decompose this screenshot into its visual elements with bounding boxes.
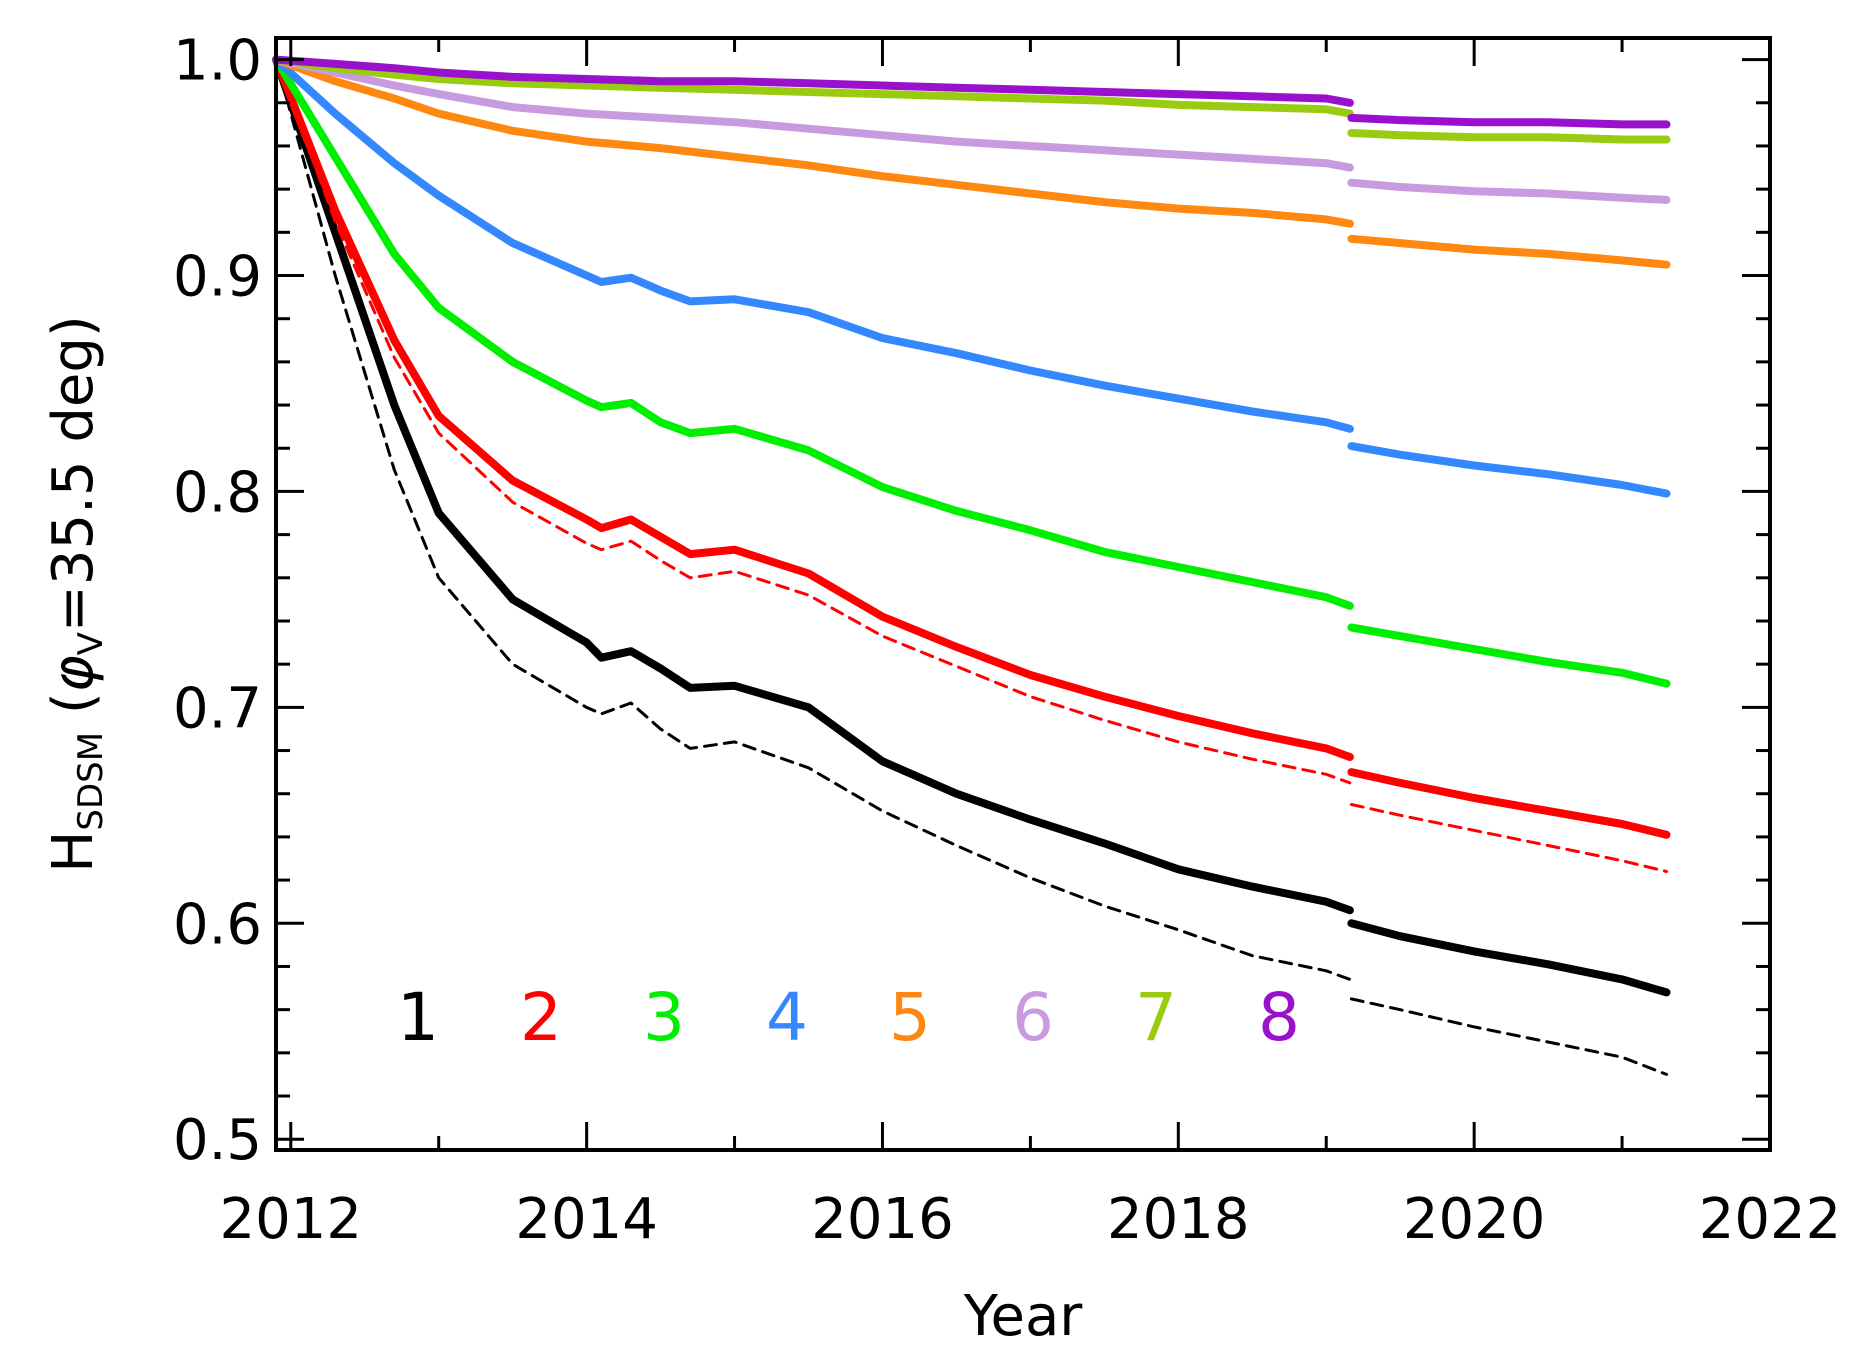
y-tick-label-0.8: 0.8 (173, 460, 262, 525)
y-axis-title-phi: φ (41, 655, 106, 692)
ticks-layer: 2012 2014 2016 2018 2020 2022 0.5 0.6 0.7 0.8 0.9 1… (173, 29, 1841, 1252)
x-tick-label-2018: 2018 (1107, 1187, 1250, 1252)
series-line-10 (272, 55, 1671, 129)
legend-label-1: 1 (397, 979, 439, 1056)
series-line-6 (272, 55, 1671, 498)
x-tick-label-2016: 2016 (811, 1187, 954, 1252)
x-tick-label-2020: 2020 (1403, 1187, 1546, 1252)
x-tick-label-2022: 2022 (1699, 1187, 1842, 1252)
y-tick-label-0.5: 0.5 (173, 1108, 262, 1173)
legend-label-6: 6 (1012, 979, 1054, 1056)
y-tick-label-0.7: 0.7 (173, 676, 262, 741)
legend-label-5: 5 (889, 979, 931, 1056)
legend-label-3: 3 (643, 979, 685, 1056)
series-line-3 (272, 55, 1671, 839)
series-layer (272, 55, 1671, 1076)
x-axis-title: Year (963, 1284, 1084, 1349)
y-axis-title-subscript: SDSM (71, 732, 111, 831)
y-axis-title: HSDSM (φV=35.5 deg) (41, 315, 111, 872)
series-line-1 (272, 55, 1671, 997)
y-tick-label-0.9: 0.9 (173, 245, 262, 310)
y-tick-label-0.6: 0.6 (173, 892, 262, 957)
plot-frame (274, 36, 1772, 1152)
series-line-5 (272, 55, 1671, 688)
y-tick-label-1: 1.0 (173, 29, 262, 94)
y-axis-title-open: ( (41, 692, 106, 732)
legend-label-7: 7 (1135, 979, 1177, 1056)
legend-layer: 1 2 3 4 5 6 7 8 (397, 979, 1300, 1056)
series-line-7 (272, 55, 1671, 269)
series-line-2 (274, 58, 1668, 1076)
y-axis-title-main: H (41, 831, 106, 873)
y-axis-title-phi-subscript: V (71, 632, 111, 655)
x-tick-label-2012: 2012 (220, 1187, 363, 1252)
series-line-9 (272, 55, 1671, 144)
legend-label-2: 2 (520, 979, 562, 1056)
x-tick-label-2014: 2014 (515, 1187, 658, 1252)
series-line-8 (272, 55, 1671, 204)
legend-label-4: 4 (766, 979, 808, 1056)
series-line-4 (274, 58, 1668, 873)
y-axis-title-rest: =35.5 deg) (41, 315, 106, 632)
legend-label-8: 8 (1258, 979, 1300, 1056)
